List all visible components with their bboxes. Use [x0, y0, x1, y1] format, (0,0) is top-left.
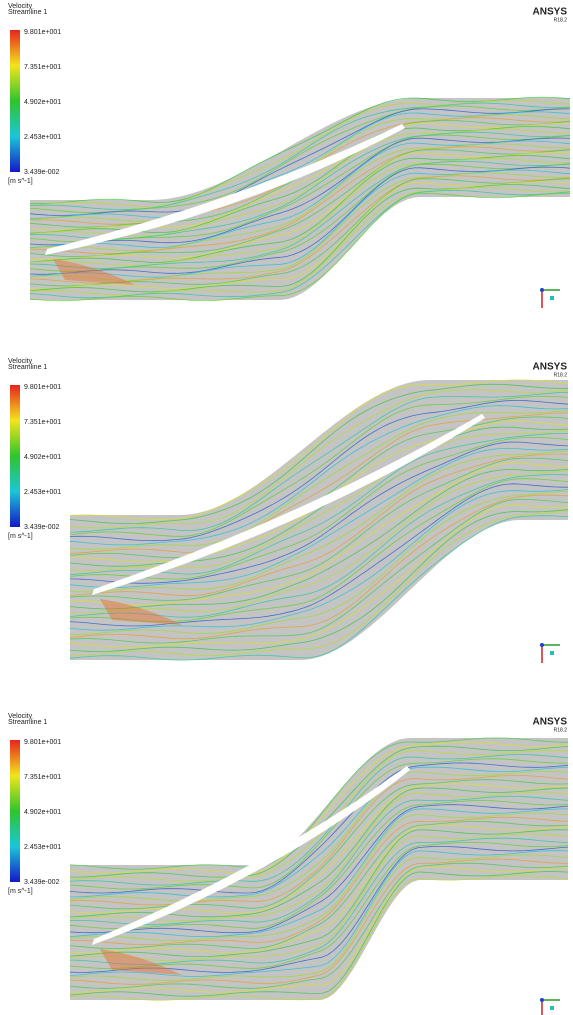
scale-label: 3.439e-002 [24, 169, 60, 176]
legend-subtitle: Streamline 1 [8, 364, 47, 371]
scale-label: 3.439e-002 [24, 524, 60, 531]
axis-z [550, 651, 554, 655]
unit-label: [m s^-1] [8, 178, 33, 185]
scale-label: 9.801e+001 [24, 739, 61, 746]
color-bar [10, 385, 20, 527]
axis-origin [540, 288, 544, 292]
figure: VelocityStreamline 19.801e+0017.351e+001… [0, 0, 573, 1015]
legend-subtitle: Streamline 1 [8, 719, 47, 726]
version: R18.2 [554, 372, 568, 378]
axis-z [550, 1006, 554, 1010]
brand: ANSYS [533, 717, 568, 728]
scale-label: 2.453e+001 [24, 134, 61, 141]
scale-label: 4.902e+001 [24, 99, 61, 106]
legend-subtitle: Streamline 1 [8, 9, 47, 16]
scale-label: 7.351e+001 [24, 419, 61, 426]
scale-label: 9.801e+001 [24, 384, 61, 391]
version: R18.2 [554, 727, 568, 733]
version: R18.2 [554, 17, 568, 23]
axis-origin [540, 998, 544, 1002]
scale-label: 2.453e+001 [24, 844, 61, 851]
scale-label: 7.351e+001 [24, 774, 61, 781]
scale-label: 3.439e-002 [24, 879, 60, 886]
scale-label: 7.351e+001 [24, 64, 61, 71]
color-bar [10, 740, 20, 882]
page: VelocityStreamline 19.801e+0017.351e+001… [0, 0, 573, 1015]
axis-z [550, 296, 554, 300]
brand: ANSYS [533, 7, 568, 18]
scale-label: 2.453e+001 [24, 489, 61, 496]
scale-label: 4.902e+001 [24, 809, 61, 816]
unit-label: [m s^-1] [8, 888, 33, 895]
scale-label: 9.801e+001 [24, 29, 61, 36]
color-bar [10, 30, 20, 172]
scale-label: 4.902e+001 [24, 454, 61, 461]
unit-label: [m s^-1] [8, 533, 33, 540]
axis-origin [540, 643, 544, 647]
brand: ANSYS [533, 362, 568, 373]
